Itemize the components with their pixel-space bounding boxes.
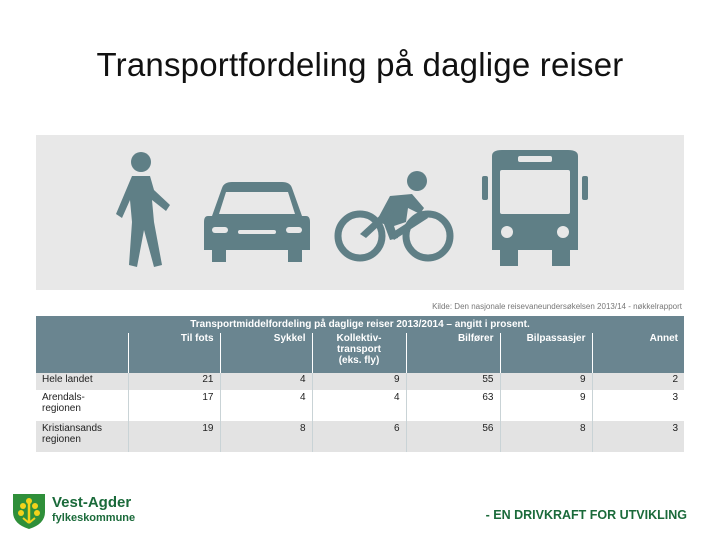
table-cell: 8 (219, 421, 312, 452)
table-cell: 3 (591, 390, 684, 421)
column-header (36, 333, 128, 373)
row-label: Hele landet (36, 373, 128, 390)
car-icon (204, 182, 310, 262)
table-row: Arendals- regionen 17 4 4 63 9 3 (36, 390, 684, 421)
transport-figure: Kilde: Den nasjonale reisevaneundersøkel… (36, 135, 684, 462)
pedestrian-icon (116, 152, 170, 267)
table-cell: 56 (405, 421, 500, 452)
cyclist-icon (334, 171, 454, 262)
table-cell: 21 (127, 373, 220, 390)
column-header-kollektivtransport-text: Kollektiv- transport (eks. fly) (336, 333, 382, 366)
table-cell: 9 (499, 390, 592, 421)
slide-title: Transportfordeling på daglige reiser (96, 46, 624, 83)
slogan: - EN DRIVKRAFT FOR UTVIKLING (485, 508, 687, 522)
source-note: Kilde: Den nasjonale reisevaneundersøkel… (432, 302, 682, 311)
table-cell: 4 (311, 390, 406, 421)
table-cell: 55 (405, 373, 500, 390)
table-cell: 3 (591, 421, 684, 452)
table-row: Hele landet 21 4 9 55 9 2 (36, 373, 684, 390)
column-header-sykkel: Sykkel (219, 333, 312, 373)
transport-icons-band (36, 135, 684, 290)
county-crest-icon (13, 494, 45, 529)
logo-subtitle: fylkeskommune (52, 512, 136, 524)
table-cell: 2 (591, 373, 684, 390)
table-cell: 17 (127, 390, 220, 421)
row-label: Kristiansands regionen (36, 421, 128, 452)
table-row: Kristiansands regionen 19 8 6 56 8 3 (36, 421, 684, 452)
table-cell: 19 (127, 421, 220, 452)
table-cell: 9 (499, 373, 592, 390)
table-cell: 9 (311, 373, 406, 390)
table-cell: 63 (405, 390, 500, 421)
column-header-til-fots: Til fots (127, 333, 220, 373)
table-cell: 4 (219, 373, 312, 390)
bus-icon (482, 150, 588, 266)
transport-table: Transportmiddelfordeling på daglige reis… (36, 316, 684, 452)
column-header-annet: Annet (591, 333, 684, 373)
vest-agder-logo: Vest-Agder fylkeskommune (12, 492, 162, 532)
column-header-kollektivtransport: Kollektiv- transport (eks. fly) (311, 333, 406, 373)
table-header-row: Til fots Sykkel Kollektiv- transport (ek… (36, 333, 684, 373)
table-cell: 4 (219, 390, 312, 421)
row-label: Arendals- regionen (36, 390, 128, 421)
table-caption: Transportmiddelfordeling på daglige reis… (36, 316, 684, 333)
column-header-bilpassasjer: Bilpassasjer (499, 333, 592, 373)
column-header-bilforer: Bilfører (405, 333, 500, 373)
table-cell: 6 (311, 421, 406, 452)
table-cell: 8 (499, 421, 592, 452)
logo-name: Vest-Agder (52, 494, 132, 511)
